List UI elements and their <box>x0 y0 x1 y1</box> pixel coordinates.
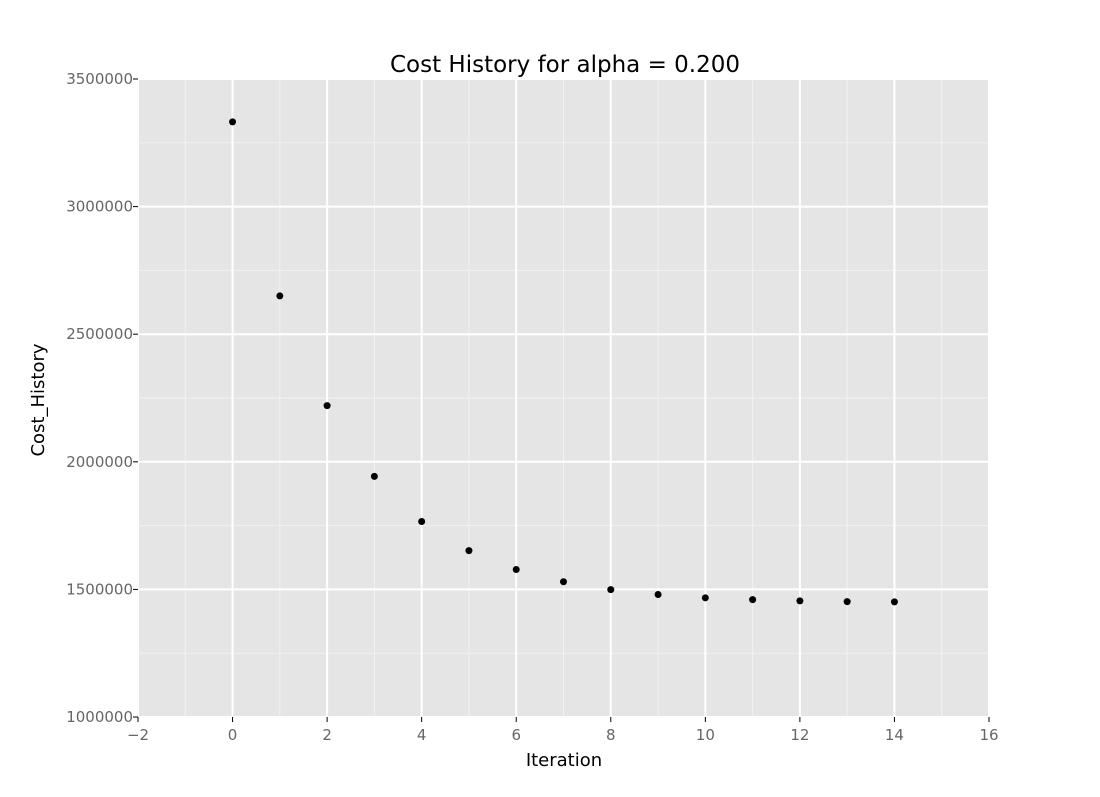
x-tick-label: 8 <box>606 726 616 744</box>
data-point <box>844 598 851 605</box>
data-point <box>560 578 567 585</box>
x-tick-label: 14 <box>885 726 904 744</box>
x-tick-label: 0 <box>228 726 238 744</box>
x-axis-label: Iteration <box>526 750 602 771</box>
y-axis-label: Cost_History <box>28 343 49 456</box>
data-point <box>371 473 378 480</box>
data-point <box>749 596 756 603</box>
x-tick-label: 6 <box>511 726 521 744</box>
y-tick-label: 3500000 <box>66 70 133 88</box>
data-point <box>324 402 331 409</box>
y-tick-label: 3000000 <box>66 198 133 216</box>
y-tick-label: 1000000 <box>66 708 133 726</box>
y-tick-label: 2000000 <box>66 453 133 471</box>
data-point <box>513 566 520 573</box>
data-point <box>607 586 614 593</box>
data-point <box>465 547 472 554</box>
data-point <box>276 292 283 299</box>
x-tick-label: −2 <box>127 726 149 744</box>
x-tick-label: 12 <box>790 726 809 744</box>
x-tick-label: 4 <box>417 726 427 744</box>
data-point <box>418 518 425 525</box>
data-point <box>891 598 898 605</box>
x-tick-label: 10 <box>696 726 715 744</box>
chart-title: Cost History for alpha = 0.200 <box>390 52 740 78</box>
y-tick-label: 2500000 <box>66 325 133 343</box>
data-point <box>702 594 709 601</box>
x-tick-label: 2 <box>322 726 332 744</box>
data-point <box>229 118 236 125</box>
x-tick-label: 16 <box>979 726 998 744</box>
data-point <box>796 597 803 604</box>
y-tick-label: 1500000 <box>66 580 133 598</box>
data-point <box>655 591 662 598</box>
